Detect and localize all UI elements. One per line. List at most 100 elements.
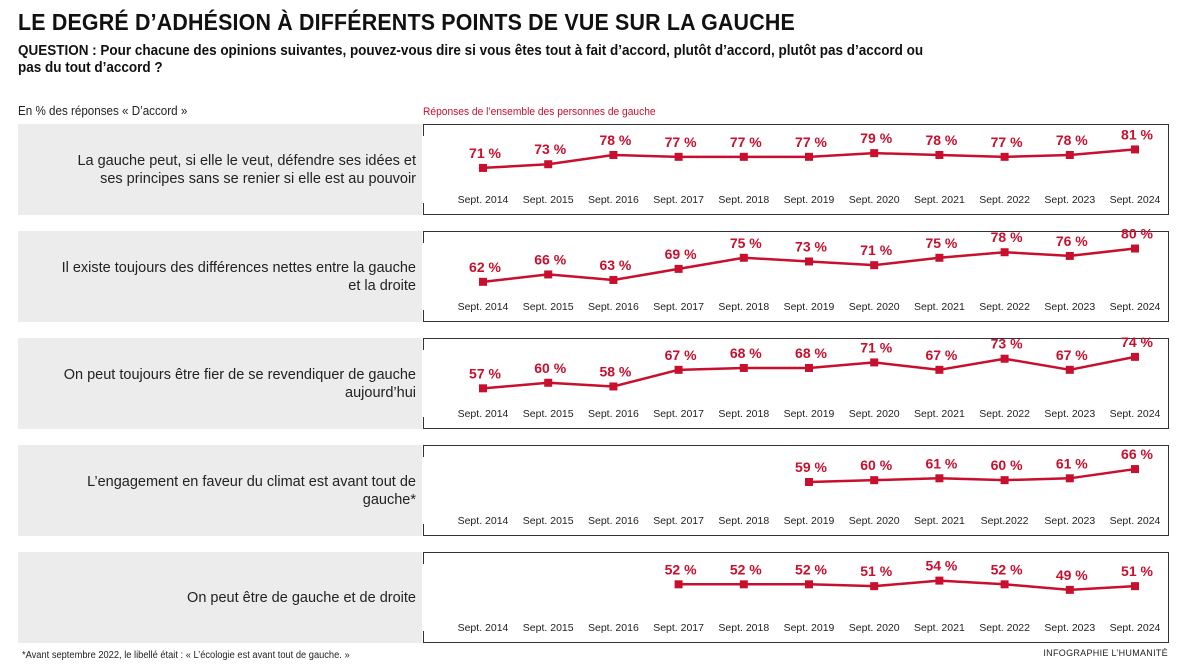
data-label: 63 % [599,257,631,273]
x-tick-label: Sept. 2020 [849,408,900,420]
x-tick-label: Sept. 2024 [1110,301,1161,313]
data-label: 77 % [795,134,827,150]
data-label: 78 % [599,132,631,148]
x-tick-label: Sept. 2023 [1044,515,1095,527]
data-label: 60 % [991,457,1023,473]
data-label: 52 % [795,561,827,577]
x-tick-label: Sept. 2017 [653,301,704,313]
chart-panel [423,445,1169,536]
x-tick-label: Sept. 2018 [718,515,769,527]
data-point [1000,248,1009,257]
x-tick-label: Sept. 2018 [718,622,769,634]
x-tick-label: Sept. 2018 [718,194,769,206]
data-label: 76 % [1056,233,1088,249]
data-label: 78 % [925,132,957,148]
x-tick-label: Sept.2022 [981,515,1029,527]
data-point [739,152,748,161]
x-tick-label: Sept. 2021 [914,301,965,313]
x-tick-label: Sept. 2023 [1044,408,1095,420]
data-label: 66 % [1121,446,1153,462]
x-tick-label: Sept. 2014 [458,408,509,420]
data-point [609,150,618,159]
data-label: 77 % [665,134,697,150]
x-tick-label: Sept. 2016 [588,515,639,527]
x-tick-label: Sept. 2019 [784,194,835,206]
data-point [1065,474,1074,483]
statement-box: On peut toujours être fier de se revendi… [18,338,422,429]
data-label: 61 % [925,455,957,471]
data-point [479,163,487,172]
x-tick-label: Sept. 2021 [914,622,965,634]
survey-question: QUESTION : Pour chacune des opinions sui… [18,43,924,76]
x-tick-label: Sept. 2016 [588,622,639,634]
x-tick-label: Sept. 2020 [849,515,900,527]
data-point [1131,465,1139,474]
x-tick-label: Sept. 2016 [588,301,639,313]
data-label: 67 % [925,347,957,363]
x-tick-label: Sept. 2019 [784,622,835,634]
data-point [805,363,813,372]
data-point [1131,352,1139,361]
data-label: 75 % [925,235,957,251]
statement-label: La gauche peut, si elle le veut, défendr… [77,152,416,187]
x-tick-label: Sept. 2014 [458,194,509,206]
x-tick-label: Sept. 2014 [458,301,509,313]
x-tick-label: Sept. 2024 [1110,515,1161,527]
data-point [870,582,879,591]
x-tick-label: Sept. 2017 [653,408,704,420]
data-point [805,152,813,161]
statement-box: On peut être de gauche et de droite [18,552,422,643]
x-tick-label: Sept. 2021 [914,408,965,420]
series-line [481,355,1137,390]
x-tick-label: Sept. 2022 [979,408,1030,420]
x-tick-label: Sept. 2018 [718,301,769,313]
statement-label: Il existe toujours des différences nette… [61,259,416,294]
data-label: 77 % [730,134,762,150]
data-point [1000,476,1009,485]
data-point [935,474,944,483]
statement-box: La gauche peut, si elle le veut, défendr… [18,124,422,215]
data-point [1131,145,1139,154]
data-label: 68 % [795,345,827,361]
data-label: 81 % [1121,126,1153,142]
data-label: 78 % [1056,132,1088,148]
data-label: 49 % [1056,567,1088,583]
chart-title: LE DEGRÉ D’ADHÉSION À DIFFÉRENTS POINTS … [18,9,795,35]
statement-box: L’engagement en faveur du climat est ava… [18,445,422,536]
statement-label: On peut être de gauche et de droite [187,589,416,606]
data-label: 51 % [1121,563,1153,579]
data-point [1065,251,1074,260]
x-tick-label: Sept. 2016 [588,408,639,420]
data-label: 66 % [534,251,566,267]
footnote: *Avant septembre 2022, le libellé était … [22,650,350,661]
data-point [739,363,748,372]
x-tick-label: Sept. 2024 [1110,622,1161,634]
data-label: 52 % [991,561,1023,577]
x-tick-label: Sept. 2019 [784,301,835,313]
data-label: 80 % [1121,226,1153,242]
x-tick-label: Sept. 2021 [914,194,965,206]
data-point [1000,580,1009,589]
data-point [739,253,748,262]
data-point [1065,365,1074,374]
series-caption: Réponses de l’ensemble des personnes de … [423,106,656,118]
data-label: 73 % [795,238,827,254]
data-point [1131,582,1139,591]
x-tick-label: Sept. 2021 [914,515,965,527]
data-point [1000,354,1009,363]
data-point [739,580,748,589]
data-label: 59 % [795,459,827,475]
data-label: 69 % [665,246,697,262]
x-tick-label: Sept. 2023 [1044,622,1095,634]
x-tick-label: Sept. 2014 [458,515,509,527]
data-point [805,580,813,589]
data-label: 60 % [860,457,892,473]
data-point [870,149,879,158]
data-point [1000,152,1009,161]
data-point [544,160,553,169]
data-label: 67 % [665,347,697,363]
data-label: 62 % [469,259,501,275]
statement-label: L’engagement en faveur du climat est ava… [87,473,416,508]
data-label: 51 % [860,563,892,579]
